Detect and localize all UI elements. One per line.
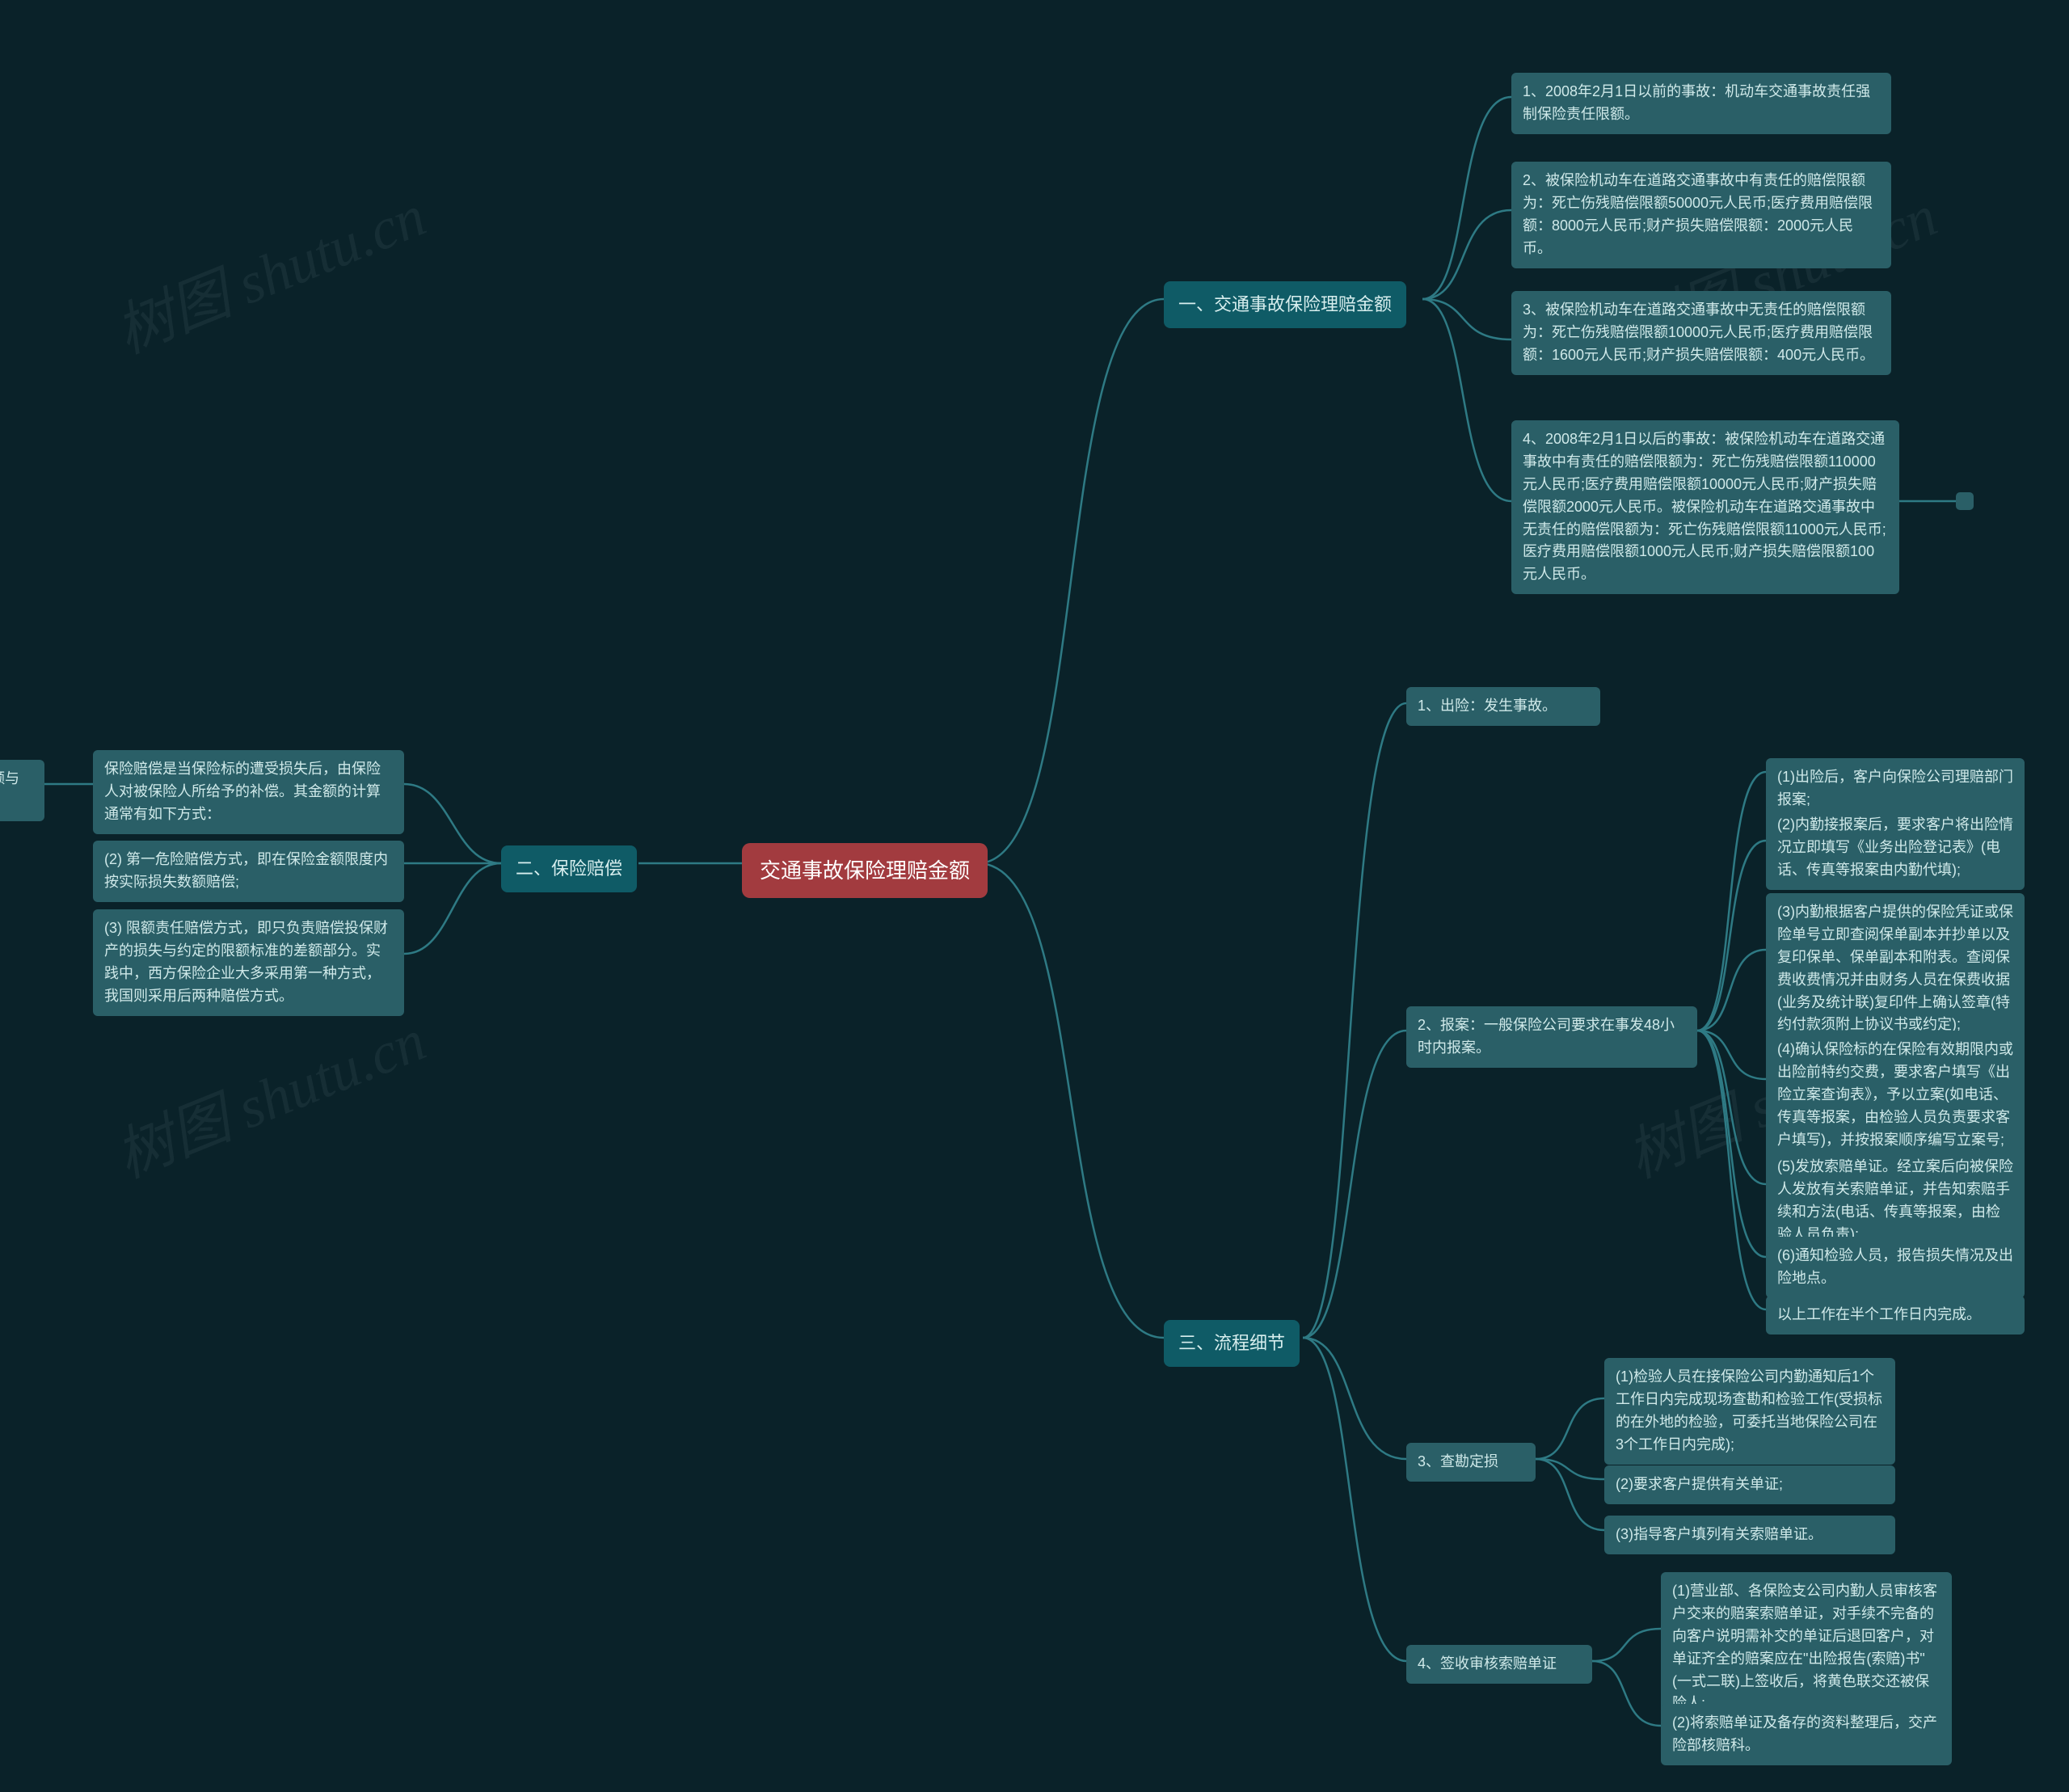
step-2-item-2: (2)内勤接报案后，要求客户将出险情况立即填写《业务出险登记表》(电话、传真等报… — [1766, 806, 2025, 890]
branch-3[interactable]: 三、流程细节 — [1164, 1320, 1300, 1367]
step-3: 3、查勘定损 — [1406, 1443, 1536, 1482]
branch-2-item-1: (2) 第一危险赔偿方式，即在保险金额限度内按实际损失数额赔偿; — [93, 841, 404, 902]
step-2-item-4: (4)确认保险标的在保险有效期限内或出险前特约交费，要求客户填写《出险立案查询表… — [1766, 1031, 2025, 1159]
step-3-item-1: (1)检验人员在接保险公司内勤通知后1个工作日内完成现场查勘和检验工作(受损标的… — [1604, 1358, 1895, 1465]
branch-2[interactable]: 二、保险赔偿 — [501, 845, 637, 892]
step-2-item-6: (6)通知检验人员，报告损失情况及出险地点。 — [1766, 1237, 2025, 1298]
branch-1-stub — [1956, 492, 1974, 510]
step-4-item-2: (2)将索赔单证及备存的资料整理后，交产险部核赔科。 — [1661, 1704, 1952, 1765]
step-2-item-3: (3)内勤根据客户提供的保险凭证或保险单号立即查阅保单副本并抄单以及复印保单、保… — [1766, 893, 2025, 1044]
step-1: 1、出险：发生事故。 — [1406, 687, 1600, 726]
branch-2-item-2: (3) 限额责任赔偿方式，即只负责赔偿投保财产的损失与约定的限额标准的差额部分。… — [93, 909, 404, 1016]
step-3-item-2: (2)要求客户提供有关单证; — [1604, 1465, 1895, 1504]
root-node[interactable]: 交通事故保险理赔金额 — [742, 843, 988, 898]
step-2-item-7: 以上工作在半个工作日内完成。 — [1766, 1296, 2025, 1335]
branch-2-intro: 保险赔偿是当保险标的遭受损失后，由保险人对被保险人所给予的补偿。其金额的计算通常… — [93, 750, 404, 834]
step-4-item-1: (1)营业部、各保险支公司内勤人员审核客户交来的赔案索赔单证，对手续不完备的向客… — [1661, 1572, 1952, 1723]
branch-1-item-4: 4、2008年2月1日以后的事故：被保险机动车在道路交通事故中有责任的赔偿限额为… — [1511, 420, 1899, 594]
branch-2-intro-child: (1) 比例责任赔偿方式，即按保险金额与财产实际价值的比例计算赔偿金额; — [0, 760, 44, 821]
step-3-item-3: (3)指导客户填列有关索赔单证。 — [1604, 1516, 1895, 1554]
branch-1-item-3: 3、被保险机动车在道路交通事故中无责任的赔偿限额为：死亡伤残赔偿限额10000元… — [1511, 291, 1891, 375]
watermark: 树图 shutu.cn — [101, 168, 436, 369]
branch-1-item-1: 1、2008年2月1日以前的事故：机动车交通事故责任强制保险责任限额。 — [1511, 73, 1891, 134]
step-4: 4、签收审核索赔单证 — [1406, 1645, 1592, 1684]
step-2: 2、报案：一般保险公司要求在事发48小时内报案。 — [1406, 1006, 1697, 1068]
watermark: 树图 shutu.cn — [101, 993, 436, 1194]
branch-1-item-2: 2、被保险机动车在道路交通事故中有责任的赔偿限额为：死亡伤残赔偿限额50000元… — [1511, 162, 1891, 268]
branch-1[interactable]: 一、交通事故保险理赔金额 — [1164, 281, 1406, 328]
